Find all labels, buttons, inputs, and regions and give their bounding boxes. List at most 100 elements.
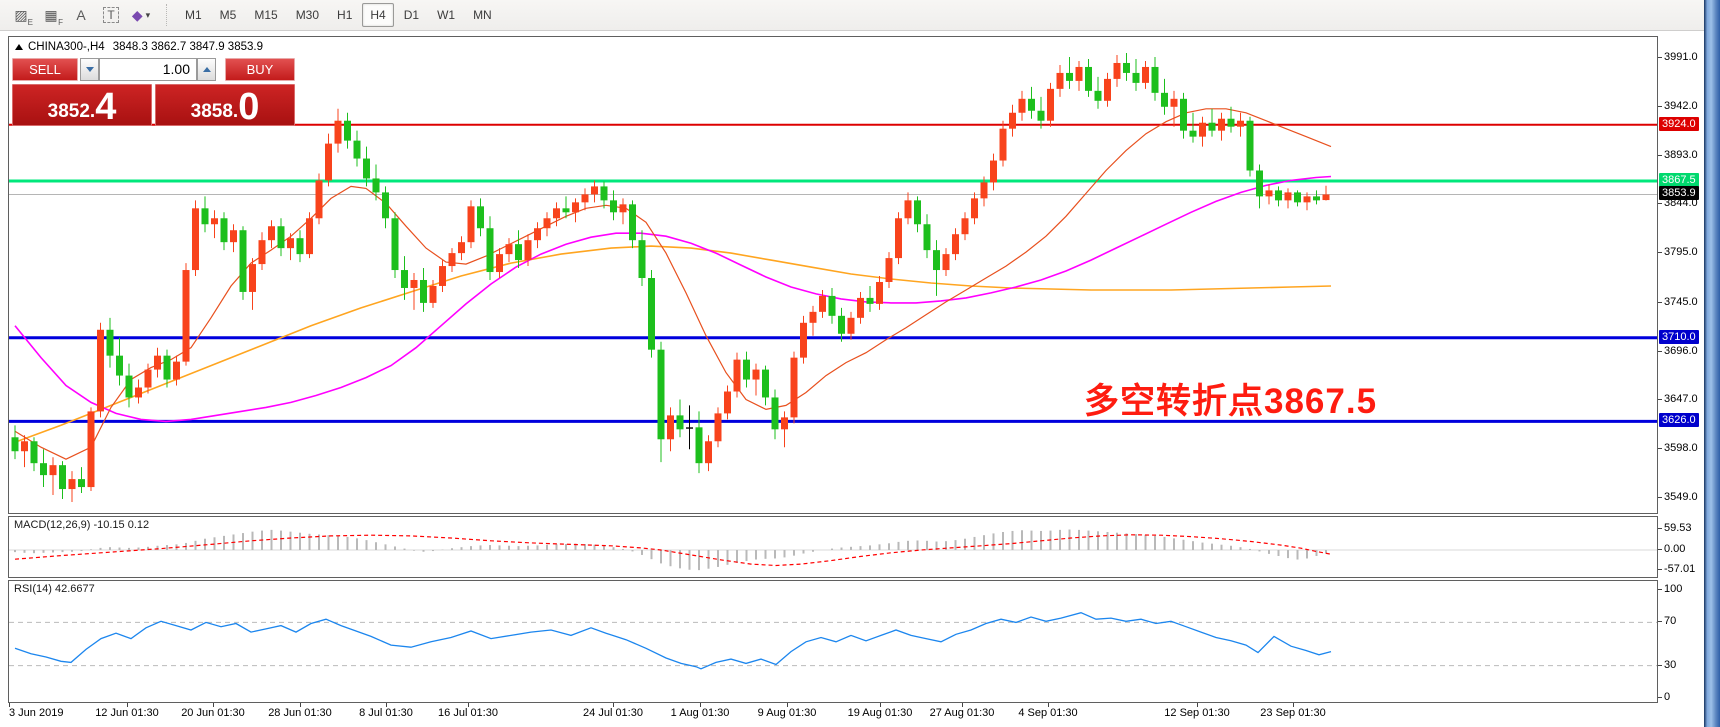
candle-body [429,285,437,303]
collapse-triangle-icon[interactable] [15,44,23,50]
text-label-icon[interactable]: A [76,7,86,23]
buy-price-display[interactable]: 3858. 0 [155,84,295,126]
candle-body [87,411,95,488]
candle-body [1208,122,1216,131]
time-axis[interactable]: 3 Jun 2019 12 Jun 01:30 20 Jun 01:30 28 Jun… [8,703,1658,723]
candle-body [154,355,161,370]
timeframe-h1[interactable]: H1 [337,8,353,22]
timeframe-d1[interactable]: D1 [403,8,420,22]
timeframe-m1[interactable]: M1 [185,8,202,22]
candle-body [249,264,256,292]
candle-body [591,186,598,195]
axis-tick-label: -57.01 [1664,563,1696,576]
time-tick [700,703,701,707]
candle-body [505,244,513,255]
macd-canvas[interactable] [9,517,1657,577]
candle-body [876,281,883,304]
axis-tick [1658,350,1662,352]
axis-tick [1658,105,1662,107]
timeframe-m15[interactable]: M15 [254,8,278,22]
candle-body [1018,98,1026,113]
axis-tick-label: 3598.0 [1664,442,1698,455]
candle-body [1085,66,1092,91]
rsi-panel[interactable]: RSI(14) 42.6677 [8,580,1658,703]
volume-decrease-button[interactable] [80,58,99,81]
window-edge [1704,0,1720,727]
candle-body [724,391,731,414]
time-tick [213,703,214,707]
candle-body [410,279,418,288]
time-label: 24 Jul 01:30 [583,707,643,719]
chevron-down-icon: ▾ [145,9,151,20]
candle-body [1303,196,1311,203]
candle-body [353,140,361,159]
candle-body [961,218,969,235]
macd-panel[interactable]: MACD(12,26,9) -10.15 0.12 [8,516,1658,578]
candle-body [1161,92,1168,107]
axis-tick-label: 3991.0 [1664,51,1698,63]
candle-body [1199,122,1206,137]
sell-price-display[interactable]: 3852. 4 [12,84,152,126]
price-axis[interactable]: 3991.0 3942.0 3893.0 3844.0 3795.0 3745.0 3696… [1658,36,1704,725]
candle-body [752,369,760,380]
axis-tick-label: 3696.0 [1664,344,1698,357]
macd-label: MACD(12,26,9) -10.15 0.12 [14,519,150,531]
symbol-ohlc-values: 3848.3 3862.7 3847.9 3853.9 [112,41,263,53]
candle-body [581,194,589,203]
colors-icon[interactable]: ◆ ▾ [131,6,151,23]
candle-body [68,479,76,490]
price-chart-canvas[interactable] [9,37,1657,513]
candle-body [714,413,722,442]
buy-button[interactable]: BUY [225,58,295,81]
candle-body [258,240,266,265]
timeframe-w1[interactable]: W1 [437,8,456,22]
candle-body [828,295,836,316]
candle-body [135,387,142,398]
sell-price-int: 3852 [47,101,90,122]
hatch-draw-icon[interactable]: ▨ E [14,6,33,28]
axis-tick-label: 70 [1664,615,1677,628]
volume-input[interactable]: 1.00 [99,58,197,81]
candle-body [838,315,845,334]
candle-body [448,253,456,267]
axis-tick-label: 3942.0 [1664,99,1698,112]
time-label: 12 Sep 01:30 [1164,707,1230,719]
candle-body [1256,170,1263,197]
timeframe-m30[interactable]: M30 [295,8,320,22]
candle-body [211,218,218,225]
sell-button[interactable]: SELL [12,58,78,81]
candle-body [638,240,646,279]
candle-body [942,254,950,271]
candle-body [486,228,494,273]
text-box-icon[interactable]: T [97,2,125,28]
timeframe-h4[interactable]: H4 [362,3,394,27]
grid-icon[interactable]: ▦ F [44,6,63,28]
time-label: 16 Jul 01:30 [438,707,498,719]
candle-body [667,415,674,440]
candle-body [952,234,959,255]
candle-body [1180,98,1187,131]
time-tick [1048,703,1049,707]
toolbar: ▨ E ▦ F A T ◆ ▾ M1 M5 M15 M30 H1 H4 D1 W1 MN [0,0,1704,31]
candle-body [524,240,532,261]
timeframe-m5[interactable]: M5 [219,8,237,22]
timeframe-mn[interactable]: MN [473,8,492,22]
candle-body [980,182,988,199]
candle-body [1132,72,1140,83]
candle-body [629,204,636,241]
trade-controls-row: SELL 1.00 BUY [12,58,295,81]
price-level-badge: 3710.0 [1659,329,1699,344]
time-label: 3 Jun 2019 [9,707,64,719]
candle-body [201,208,209,225]
candle-body [268,226,275,241]
buy-price-int: 3858 [190,101,233,122]
volume-increase-button[interactable] [197,58,216,81]
candle-body [106,329,114,356]
candle-body [220,218,228,243]
candle-body [743,359,750,380]
time-label: 19 Aug 01:30 [847,707,913,719]
rsi-canvas[interactable] [9,581,1657,702]
candle-body [619,204,627,213]
candle-body [467,206,475,243]
time-label: 23 Sep 01:30 [1260,707,1326,719]
